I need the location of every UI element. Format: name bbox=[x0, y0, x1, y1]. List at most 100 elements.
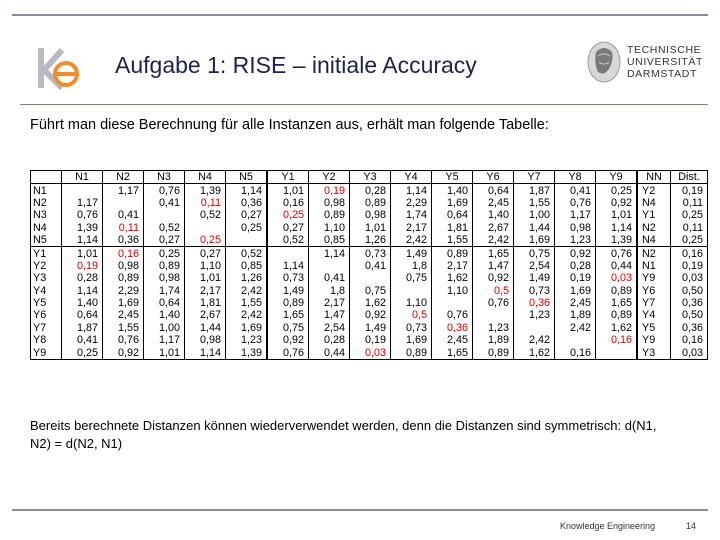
distance-cell: 1,17 bbox=[143, 334, 185, 347]
nearest-neighbor-cell: N2 bbox=[636, 246, 671, 260]
row-label: Y3 bbox=[30, 272, 62, 285]
distance-table: N1 N2 N3 N4 N5 Y1 Y2 Y3 Y4 Y5 Y6 Y7 Y8 Y9 NN Dist. N1 1,… bbox=[30, 169, 708, 360]
distance-cell: 2,54 bbox=[513, 259, 555, 273]
distance-cell bbox=[308, 259, 350, 273]
distance-cell: 0,89 bbox=[266, 296, 309, 310]
distance-cell: 1,8 bbox=[308, 284, 350, 297]
distance-cell: 1,44 bbox=[513, 221, 555, 234]
table-header-cell: Y8 bbox=[554, 169, 596, 185]
nearest-distance-cell: 0,19 bbox=[670, 183, 708, 197]
distance-cell bbox=[102, 196, 144, 210]
distance-cell: 1,55 bbox=[513, 196, 555, 210]
distance-cell: 0,44 bbox=[308, 346, 350, 360]
distance-cell: 0,89 bbox=[431, 246, 473, 260]
footer-label: Knowledge Engineering bbox=[560, 521, 656, 531]
distance-cell: 0,89 bbox=[595, 284, 638, 297]
distance-cell: 1,49 bbox=[266, 284, 309, 297]
distance-cell: 0,92 bbox=[266, 334, 309, 347]
slide-title: Aufgabe 1: RISE – initiale Accuracy bbox=[115, 52, 477, 78]
distance-cell: 1,23 bbox=[554, 233, 596, 247]
distance-cell: 1,26 bbox=[349, 233, 391, 247]
distance-cell: 0,76 bbox=[61, 209, 103, 222]
distance-cell bbox=[266, 246, 309, 260]
distance-cell: 0,76 bbox=[431, 309, 473, 322]
distance-cell: 1,89 bbox=[472, 334, 514, 347]
distance-cell: 1,14 bbox=[266, 259, 309, 273]
nearest-distance-cell: 0,25 bbox=[670, 233, 708, 247]
distance-cell: 1,23 bbox=[472, 321, 514, 335]
distance-cell: 1,01 bbox=[184, 272, 226, 285]
distance-cell: 2,54 bbox=[308, 321, 350, 335]
distance-cell: 0,76 bbox=[143, 183, 185, 197]
distance-cell: 1,87 bbox=[513, 183, 555, 197]
distance-cell: 1,00 bbox=[143, 321, 185, 335]
distance-cell: 0,92 bbox=[595, 196, 638, 210]
distance-cell: 1,62 bbox=[431, 272, 473, 285]
nearest-neighbor-cell: N4 bbox=[636, 196, 671, 210]
distance-cell: 0,75 bbox=[349, 284, 391, 297]
distance-cell: 0,52 bbox=[225, 246, 268, 260]
nearest-distance-cell: 0,19 bbox=[670, 259, 708, 273]
row-label: Y6 bbox=[30, 309, 62, 322]
distance-cell: 0,03 bbox=[349, 346, 391, 360]
table-header-cell: Y7 bbox=[513, 169, 555, 185]
row-label: Y1 bbox=[30, 246, 62, 260]
distance-cell: 2,42 bbox=[513, 334, 555, 347]
distance-cell: 0,64 bbox=[61, 309, 103, 322]
distance-cell: 0,64 bbox=[143, 296, 185, 310]
distance-cell: 2,42 bbox=[390, 233, 432, 247]
distance-table-container: N1 N2 N3 N4 N5 Y1 Y2 Y3 Y4 Y5 Y6 Y7 Y8 Y9 NN Dist. N1 1,… bbox=[30, 169, 708, 360]
university-line1: TECHNISCHE bbox=[627, 44, 702, 56]
distance-cell: 2,42 bbox=[472, 233, 514, 247]
distance-cell: 1,01 bbox=[595, 209, 638, 222]
distance-cell bbox=[472, 309, 514, 322]
university-line3: DARMSTADT bbox=[627, 68, 697, 80]
distance-cell: 0,89 bbox=[102, 272, 144, 285]
distance-cell: 0,16 bbox=[554, 346, 596, 360]
table-header-cell: N3 bbox=[143, 169, 185, 185]
distance-cell: 2,17 bbox=[431, 259, 473, 273]
distance-cell: 1,69 bbox=[102, 296, 144, 310]
distance-cell: 0,76 bbox=[102, 334, 144, 347]
nearest-distance-cell: 0,16 bbox=[670, 246, 708, 260]
distance-cell: 1,10 bbox=[390, 296, 432, 310]
distance-cell: 0,27 bbox=[225, 209, 268, 222]
distance-cell: 1,17 bbox=[61, 196, 103, 210]
row-label: N3 bbox=[30, 209, 62, 222]
nearest-distance-cell: 0,36 bbox=[670, 296, 708, 310]
distance-cell: 1,39 bbox=[61, 221, 103, 234]
distance-cell bbox=[184, 221, 226, 234]
distance-cell: 0,5 bbox=[472, 284, 514, 297]
distance-cell: 0,25 bbox=[61, 346, 103, 360]
distance-cell: 1,49 bbox=[513, 272, 555, 285]
row-label: Y2 bbox=[30, 259, 62, 273]
distance-cell: 2,45 bbox=[472, 196, 514, 210]
table-body: N1 1,17 0,76 1,39 1,14 1,01 0,19 0,28 1,14 1,40 0,… bbox=[30, 183, 708, 360]
distance-cell: 1,55 bbox=[225, 296, 268, 310]
table-row: Y9 0,25 0,92 1,01 1,14 1,39 0,76 0,44 0,03 0,89 1,… bbox=[30, 346, 708, 360]
nearest-neighbor-cell: N1 bbox=[636, 259, 671, 273]
distance-cell: 0,89 bbox=[472, 346, 514, 360]
distance-cell: 1,00 bbox=[513, 209, 555, 222]
distance-cell: 1,89 bbox=[554, 309, 596, 322]
distance-cell: 1,62 bbox=[349, 296, 391, 310]
row-label: Y5 bbox=[30, 296, 62, 310]
distance-cell: 0,89 bbox=[143, 259, 185, 273]
table-header-cell: Y5 bbox=[431, 169, 473, 185]
distance-cell: 0,64 bbox=[472, 183, 514, 197]
distance-cell: 0,19 bbox=[554, 272, 596, 285]
distance-cell: 1,14 bbox=[308, 246, 350, 260]
distance-cell: 2,45 bbox=[554, 296, 596, 310]
distance-cell: 0,41 bbox=[102, 209, 144, 222]
distance-cell: 1,69 bbox=[554, 284, 596, 297]
distance-cell: 0,27 bbox=[184, 246, 226, 260]
distance-cell: 1,40 bbox=[472, 209, 514, 222]
distance-cell: 1,39 bbox=[595, 233, 638, 247]
distance-cell: 1,87 bbox=[61, 321, 103, 335]
distance-cell: 1,40 bbox=[143, 309, 185, 322]
nearest-distance-cell: 0,11 bbox=[670, 196, 708, 210]
table-header-cell: Y3 bbox=[349, 169, 391, 185]
distance-cell: 1,39 bbox=[225, 346, 268, 360]
distance-cell: 0,98 bbox=[308, 196, 350, 210]
distance-cell bbox=[513, 321, 555, 335]
